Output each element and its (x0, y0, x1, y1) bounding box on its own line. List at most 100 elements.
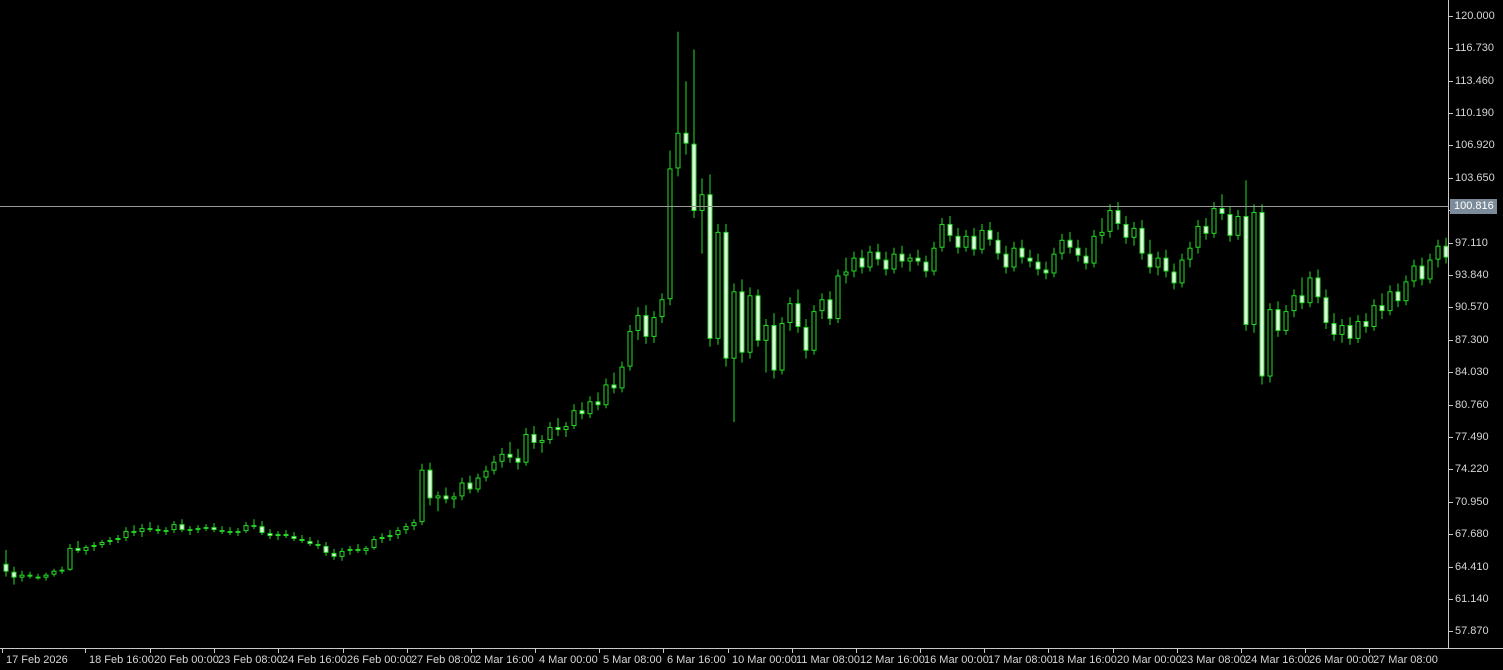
candlestick (387, 530, 393, 541)
time-axis-label: 10 Mar 00:00 (732, 654, 797, 666)
candlestick (371, 536, 377, 550)
time-axis-tick (471, 649, 472, 653)
candlestick (19, 570, 25, 582)
price-axis-tick (1449, 243, 1453, 244)
price-axis-tick (1449, 372, 1453, 373)
candlestick (291, 532, 297, 541)
price-axis-tick (1449, 469, 1453, 470)
price-axis-tick (1449, 307, 1453, 308)
candlestick (163, 527, 169, 536)
candlestick (667, 150, 673, 306)
time-axis-label: 23 Mar 08:00 (1181, 654, 1246, 666)
candlestick (435, 491, 441, 512)
candlestick (971, 227, 977, 256)
candlestick (107, 537, 113, 545)
candlestick (1243, 180, 1249, 331)
candlestick (1331, 313, 1337, 341)
candlestick (915, 249, 921, 266)
candlestick (1275, 301, 1281, 337)
candlestick (139, 524, 145, 538)
candlestick (1059, 233, 1065, 260)
candlestick (763, 319, 769, 373)
chart-plot-area[interactable] (0, 0, 1448, 648)
price-axis-label: 87.300 (1455, 334, 1489, 346)
time-axis-label: 6 Mar 16:00 (667, 654, 726, 666)
price-axis-label: 64.410 (1455, 561, 1489, 573)
candlestick (355, 543, 361, 553)
candlestick (211, 523, 217, 533)
candlestick (875, 243, 881, 266)
candlestick (315, 540, 321, 549)
price-axis[interactable]: 100.816 120.000 116.730 113.460 110.190 106.… (1448, 0, 1503, 648)
candlestick (1419, 257, 1425, 286)
candlestick (147, 522, 153, 533)
time-axis-label: 12 Mar 16:00 (860, 654, 925, 666)
time-axis-tick (343, 649, 344, 653)
price-axis-label: 93.840 (1455, 269, 1489, 281)
candlestick (579, 402, 585, 420)
candlestick (707, 174, 713, 347)
candlestick (587, 396, 593, 419)
price-axis-label: 103.650 (1455, 172, 1495, 184)
candlestick (1091, 229, 1097, 268)
candlestick (1355, 315, 1361, 343)
candlestick (411, 519, 417, 531)
candlestick (59, 566, 65, 574)
price-axis-tick (1449, 145, 1453, 146)
candlestick (883, 251, 889, 276)
price-axis-tick (1449, 599, 1453, 600)
candlestick (1219, 194, 1225, 220)
price-axis-label: 120.000 (1455, 10, 1495, 22)
candlestick (987, 221, 993, 246)
candlestick (1315, 269, 1321, 304)
candlestick (651, 311, 657, 343)
candlestick (563, 422, 569, 437)
price-axis-label: 70.950 (1455, 496, 1489, 508)
candlestick (1395, 283, 1401, 308)
time-axis-label: 24 Feb 16:00 (282, 654, 347, 666)
time-axis-tick (2, 649, 3, 653)
candlestick (843, 257, 849, 284)
price-axis-tick (1449, 502, 1453, 503)
candlestick (491, 455, 497, 475)
current-price-line (0, 206, 1448, 207)
price-axis-label: 57.870 (1455, 625, 1489, 637)
candlestick (307, 537, 313, 546)
candlestick (595, 392, 601, 411)
time-axis-label: 18 Feb 16:00 (89, 654, 154, 666)
candlestick (891, 247, 897, 274)
candlestick (1283, 305, 1289, 335)
candlestick (1291, 289, 1297, 318)
time-axis-tick (1305, 649, 1306, 653)
candlestick (1027, 249, 1033, 268)
candlestick (739, 279, 745, 363)
candlestick (3, 549, 9, 577)
candlestick (155, 525, 161, 535)
candlestick (955, 227, 961, 254)
time-axis-label: 17 Mar 08:00 (988, 654, 1053, 666)
candlestick (1411, 259, 1417, 288)
candlestick (923, 255, 929, 278)
time-axis-tick (663, 649, 664, 653)
time-axis-tick (792, 649, 793, 653)
candlestick (251, 519, 257, 530)
candlestick (11, 566, 17, 585)
time-axis-tick (599, 649, 600, 653)
candlestick (1107, 204, 1113, 238)
candlestick (643, 305, 649, 344)
candlestick (827, 291, 833, 325)
time-axis-label: 2 Mar 16:00 (475, 654, 534, 666)
candlestick (323, 541, 329, 556)
time-axis-tick (856, 649, 857, 653)
candlestick (395, 527, 401, 540)
price-axis-label: 97.110 (1455, 237, 1488, 249)
price-axis-label: 113.460 (1455, 75, 1494, 87)
time-axis-label: 11 Mar 08:00 (796, 654, 861, 666)
time-axis[interactable]: 17 Feb 2026 18 Feb 16:00 20 Feb 00:00 23 Fe… (0, 648, 1503, 670)
time-axis-tick (1369, 649, 1370, 653)
candlestick (99, 540, 105, 548)
candlestick (1187, 241, 1193, 268)
candlestick (867, 245, 873, 272)
candlestick (219, 526, 225, 535)
candlestick (1011, 241, 1017, 272)
